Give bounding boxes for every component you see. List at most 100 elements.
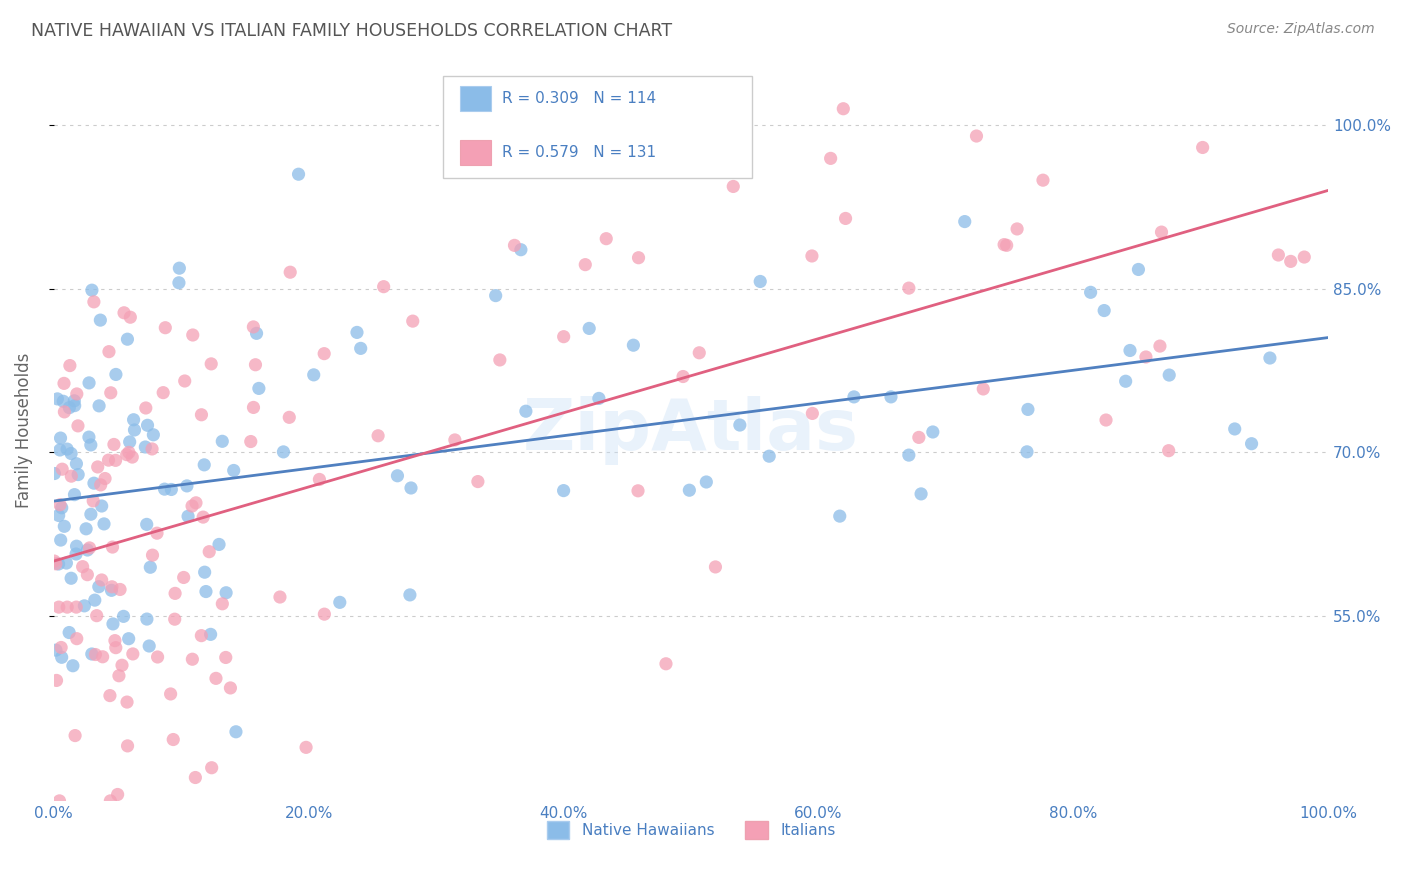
Point bbox=[247, 381, 270, 395]
Point bbox=[80, 647, 103, 661]
Point bbox=[489, 353, 512, 368]
Point bbox=[169, 261, 191, 276]
Point bbox=[688, 345, 710, 359]
Point bbox=[205, 671, 228, 685]
Point bbox=[834, 211, 856, 226]
Point bbox=[953, 214, 976, 228]
Point bbox=[48, 508, 70, 523]
Point bbox=[76, 543, 98, 558]
Point bbox=[176, 479, 198, 493]
Point bbox=[200, 627, 222, 641]
Point bbox=[627, 483, 650, 498]
Point bbox=[1135, 350, 1157, 364]
Point bbox=[800, 249, 823, 263]
Point bbox=[308, 472, 330, 486]
Point bbox=[278, 410, 301, 425]
Point bbox=[515, 404, 537, 418]
Point bbox=[111, 658, 134, 673]
Point bbox=[136, 418, 159, 433]
Point bbox=[1159, 368, 1181, 382]
Point bbox=[63, 399, 86, 413]
Point bbox=[107, 788, 129, 802]
Point bbox=[141, 548, 163, 562]
Point bbox=[1017, 402, 1039, 417]
Point bbox=[80, 438, 103, 452]
Point bbox=[101, 616, 124, 631]
Point bbox=[104, 633, 127, 648]
Text: NATIVE HAWAIIAN VS ITALIAN FAMILY HOUSEHOLDS CORRELATION CHART: NATIVE HAWAIIAN VS ITALIAN FAMILY HOUSEH… bbox=[31, 22, 672, 40]
Point bbox=[485, 288, 508, 302]
Text: R = 0.579   N = 131: R = 0.579 N = 131 bbox=[502, 145, 657, 161]
Point bbox=[60, 571, 83, 585]
Point bbox=[269, 590, 291, 604]
Point bbox=[1095, 413, 1118, 427]
Point bbox=[165, 586, 187, 600]
Point bbox=[121, 450, 143, 464]
Point bbox=[208, 537, 231, 551]
Point bbox=[399, 588, 422, 602]
Point bbox=[350, 342, 373, 356]
Point bbox=[80, 283, 103, 297]
Point bbox=[1279, 254, 1302, 268]
Point bbox=[1223, 422, 1246, 436]
Point bbox=[97, 344, 120, 359]
Point bbox=[801, 406, 824, 420]
Point bbox=[60, 469, 83, 483]
Point bbox=[51, 500, 73, 515]
Text: ZipAtlas: ZipAtlas bbox=[523, 396, 859, 465]
Point bbox=[503, 238, 526, 252]
Point bbox=[94, 471, 117, 485]
Point bbox=[45, 557, 67, 571]
Point bbox=[90, 573, 112, 587]
Point bbox=[1240, 436, 1263, 450]
Point bbox=[63, 393, 86, 408]
Point bbox=[138, 639, 160, 653]
Text: Source: ZipAtlas.com: Source: ZipAtlas.com bbox=[1227, 22, 1375, 37]
Point bbox=[1032, 173, 1054, 187]
Point bbox=[225, 724, 247, 739]
Point bbox=[45, 673, 67, 688]
Point bbox=[1128, 262, 1150, 277]
Point bbox=[90, 499, 112, 513]
Point bbox=[65, 547, 87, 561]
Point bbox=[184, 771, 207, 785]
Point bbox=[467, 475, 489, 489]
Point bbox=[124, 423, 146, 437]
Point bbox=[553, 329, 575, 343]
Point bbox=[273, 445, 295, 459]
Point bbox=[72, 559, 94, 574]
Point bbox=[66, 632, 89, 646]
Point bbox=[222, 463, 245, 477]
Point bbox=[117, 332, 139, 346]
Point bbox=[828, 509, 851, 524]
Point bbox=[215, 650, 238, 665]
Point bbox=[115, 448, 138, 462]
Point bbox=[367, 429, 389, 443]
Point bbox=[59, 359, 82, 373]
Point bbox=[82, 494, 104, 508]
Point bbox=[104, 453, 127, 467]
Point bbox=[1005, 222, 1028, 236]
Point bbox=[373, 279, 395, 293]
Point bbox=[60, 446, 83, 460]
Point bbox=[98, 794, 121, 808]
Y-axis label: Family Households: Family Households bbox=[15, 352, 32, 508]
Point bbox=[655, 657, 678, 671]
Point bbox=[120, 310, 142, 325]
Point bbox=[672, 369, 695, 384]
Point bbox=[153, 482, 176, 496]
Point bbox=[155, 320, 177, 334]
Point bbox=[58, 625, 80, 640]
Point bbox=[820, 152, 842, 166]
Point bbox=[86, 608, 108, 623]
Point bbox=[921, 425, 943, 439]
Point bbox=[167, 276, 190, 290]
Point bbox=[295, 740, 318, 755]
Point bbox=[75, 522, 97, 536]
Point bbox=[86, 459, 108, 474]
Point bbox=[49, 498, 72, 512]
Point bbox=[287, 167, 309, 181]
Point bbox=[91, 649, 114, 664]
Point bbox=[184, 496, 207, 510]
Point bbox=[198, 544, 221, 558]
